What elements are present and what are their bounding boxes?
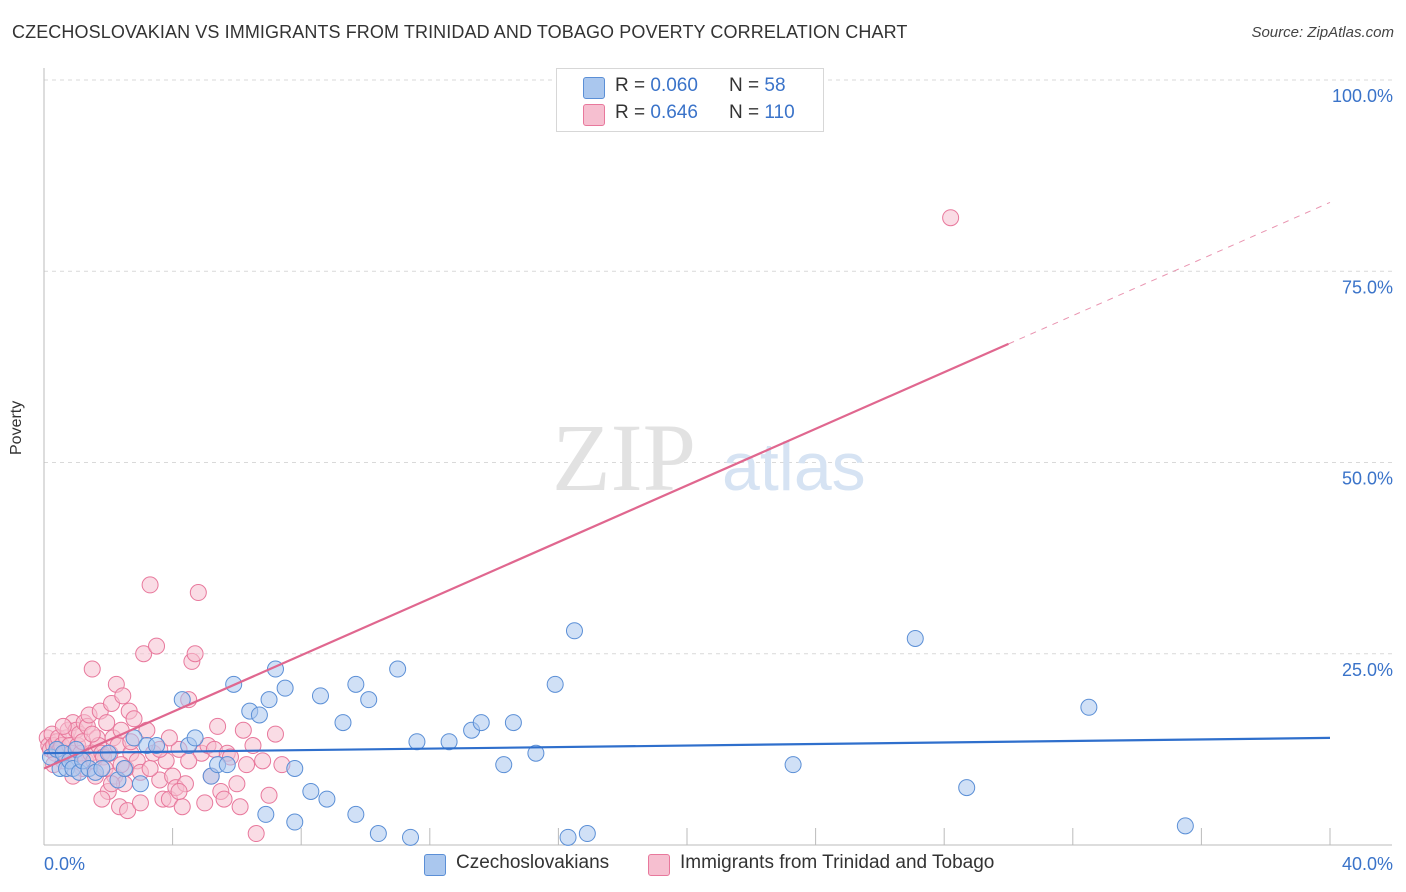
- czechoslovakian-point: [527, 744, 545, 762]
- czechoslovakian-point: [389, 660, 407, 678]
- legend-n-blue: N = 58: [729, 75, 786, 96]
- trinidad-tobago-point: [254, 752, 272, 770]
- czechoslovakian-point: [260, 691, 278, 709]
- trinidad-tobago-point: [141, 760, 159, 777]
- trinidad-tobago-point: [186, 645, 204, 663]
- y-tick-label: 25.0%: [1342, 660, 1393, 680]
- czechoslovakian-point: [402, 828, 420, 846]
- watermark-atlas: atlas: [722, 429, 866, 505]
- czechoslovakian-point: [559, 828, 577, 846]
- czechoslovakian-point: [906, 629, 924, 647]
- trinidad-tobago-point: [173, 798, 191, 816]
- czechoslovakian-point: [186, 729, 204, 747]
- trinidad-tobago-point: [98, 714, 116, 732]
- czechoslovakian-point: [276, 679, 294, 697]
- x-tick-label: 40.0%: [1342, 854, 1393, 874]
- trinidad-tobago-point: [160, 729, 178, 747]
- czechoslovakian-point: [257, 805, 275, 823]
- blue-swatch: [583, 77, 605, 99]
- trinidad-tobago-point: [148, 637, 166, 655]
- czechoslovakian-point: [578, 825, 596, 843]
- series-legend: Czechoslovakians Immigrants from Trinida…: [0, 852, 1406, 876]
- czechoslovakian-point: [958, 779, 976, 797]
- trinidad-tobago-point: [93, 790, 111, 808]
- trinidad-tobago-legend-label: Immigrants from Trinidad and Tobago: [680, 852, 995, 873]
- trinidad-tobago-point: [170, 782, 188, 800]
- czechoslovakian-point: [546, 675, 564, 693]
- czechoslovakian-point: [784, 756, 802, 774]
- trinidad-tobago-swatch: [648, 854, 670, 876]
- czechoslovakian-point: [347, 805, 365, 823]
- trinidad-tobago-point: [244, 737, 262, 755]
- watermark-zip: ZIP: [552, 404, 696, 511]
- czechoslovakian-point: [408, 733, 426, 751]
- czechoslovakian-point: [360, 691, 378, 709]
- czechoslovakian-point: [286, 760, 304, 777]
- legend-n-pink: N = 110: [729, 102, 795, 123]
- trinidad-tobago-point: [189, 584, 207, 602]
- trinidad-tobago-point: [196, 794, 214, 812]
- source-label: Source: ZipAtlas.com: [1251, 24, 1394, 41]
- legend-r-pink: R = 0.646: [615, 102, 698, 123]
- czechoslovakians-swatch: [424, 854, 446, 876]
- czechoslovakian-trend-line: [43, 736, 1331, 755]
- czechoslovakian-point: [250, 706, 268, 724]
- czechoslovakian-point: [302, 782, 320, 800]
- trinidad-tobago-point: [114, 687, 132, 705]
- trinidad-tobago-trend-extension: [1008, 201, 1331, 345]
- czechoslovakian-point: [495, 756, 513, 774]
- trinidad-tobago-point: [234, 721, 252, 739]
- legend-r-blue: R = 0.060: [615, 75, 698, 96]
- czechoslovakian-point: [286, 813, 304, 831]
- czechoslovakian-point: [1080, 698, 1098, 716]
- trinidad-tobago-point: [231, 798, 249, 816]
- trinidad-tobago-point: [125, 710, 143, 728]
- czechoslovakian-point: [472, 714, 490, 732]
- trinidad-tobago-point: [266, 725, 284, 743]
- czechoslovakian-point: [93, 760, 111, 777]
- trinidad-tobago-point: [209, 717, 227, 735]
- pink-swatch: [583, 104, 605, 126]
- czechoslovakian-point: [334, 714, 352, 732]
- trinidad-tobago-point: [141, 576, 159, 594]
- trinidad-tobago-point: [135, 645, 153, 663]
- trinidad-tobago-point: [215, 790, 233, 808]
- trinidad-tobago-point: [260, 786, 278, 804]
- trinidad-tobago-point: [119, 802, 137, 820]
- y-tick-label: 50.0%: [1342, 469, 1393, 489]
- trinidad-tobago-point: [180, 752, 198, 770]
- trinidad-tobago-point: [942, 209, 960, 227]
- trinidad-tobago-trend-line: [43, 342, 1009, 770]
- trinidad-tobago-point: [228, 775, 246, 793]
- chart-title: CZECHOSLOVAKIAN VS IMMIGRANTS FROM TRINI…: [12, 22, 908, 42]
- y-tick-label: 75.0%: [1342, 277, 1393, 297]
- trinidad-tobago-point: [83, 725, 101, 743]
- czechoslovakian-point: [311, 687, 329, 705]
- czechoslovakian-point: [131, 775, 149, 793]
- trinidad-tobago-point: [238, 756, 256, 774]
- czechoslovakian-point: [565, 622, 583, 640]
- stats-legend: R = 0.060 N = 58 R = 0.646 N = 110: [556, 68, 824, 132]
- czechoslovakian-point: [218, 756, 236, 774]
- trinidad-tobago-point: [247, 825, 265, 843]
- czechoslovakian-point: [148, 737, 166, 755]
- czechoslovakian-point: [318, 790, 336, 808]
- y-tick-label: 100.0%: [1332, 86, 1393, 106]
- trinidad-tobago-point: [83, 660, 101, 678]
- czechoslovakian-point: [115, 760, 133, 777]
- czechoslovakians-legend-label: Czechoslovakians: [456, 852, 610, 873]
- czechoslovakian-point: [1176, 817, 1194, 835]
- czechoslovakian-point: [347, 675, 365, 693]
- czechoslovakian-point: [504, 714, 522, 732]
- trinidad-tobago-point: [54, 717, 72, 735]
- trinidad-tobago-point: [131, 794, 149, 812]
- czechoslovakian-point: [369, 825, 387, 843]
- x-tick-label: 0.0%: [44, 854, 85, 874]
- czechoslovakian-point: [440, 733, 458, 751]
